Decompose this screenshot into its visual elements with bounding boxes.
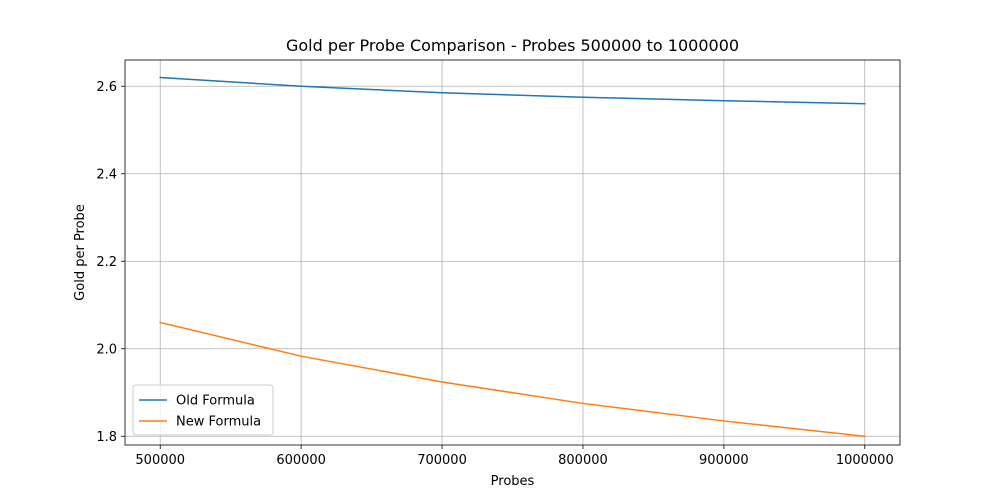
y-tick-label: 2.4 bbox=[96, 167, 117, 182]
y-tick-label: 1.8 bbox=[96, 430, 117, 445]
tick-layer: 500000 600000 700000 800000 900000 1000000 1.8… bbox=[96, 80, 893, 468]
series-line-old-formula bbox=[159, 76, 866, 105]
x-tick-label: 700000 bbox=[417, 453, 467, 468]
x-tick-label: 800000 bbox=[558, 453, 608, 468]
series-layer bbox=[159, 76, 866, 438]
plot-frame bbox=[124, 59, 901, 446]
series-line-new-formula bbox=[159, 321, 866, 438]
y-tick-label: 2.0 bbox=[96, 342, 117, 357]
x-tick-label: 500000 bbox=[135, 453, 185, 468]
x-axis-label: Probes bbox=[491, 474, 535, 489]
x-tick-label: 900000 bbox=[699, 453, 749, 468]
grid-layer bbox=[125, 60, 900, 445]
y-tick-label: 2.2 bbox=[96, 255, 117, 270]
legend-label-old-formula: Old Formula bbox=[176, 394, 255, 409]
legend-box bbox=[132, 384, 274, 436]
legend: Old Formula New Formula bbox=[132, 384, 274, 436]
x-tick-label: 600000 bbox=[276, 453, 326, 468]
x-tick-label: 1000000 bbox=[836, 453, 894, 468]
chart-title: Gold per Probe Comparison - Probes 50000… bbox=[286, 36, 739, 55]
y-tick-label: 2.6 bbox=[96, 80, 117, 95]
y-axis-label: Gold per Probe bbox=[73, 204, 88, 301]
legend-label-new-formula: New Formula bbox=[176, 415, 261, 430]
